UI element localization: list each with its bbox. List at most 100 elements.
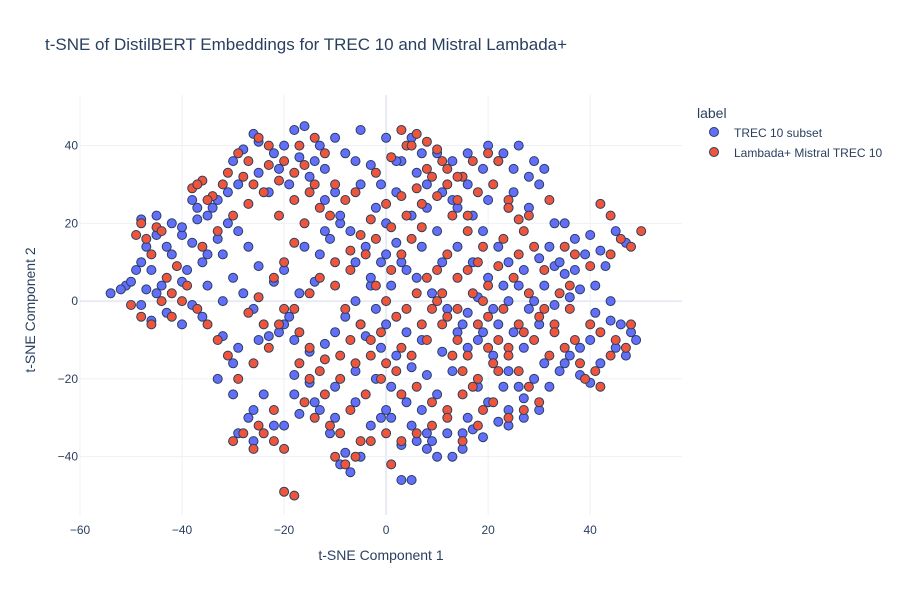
lambada-point — [406, 233, 417, 244]
lambada-point — [345, 335, 356, 345]
trec-point — [299, 241, 310, 252]
lambada-point — [304, 187, 315, 198]
trec-point — [197, 311, 208, 322]
trec-point — [197, 257, 208, 268]
trec-point — [207, 202, 218, 213]
trec-point — [523, 171, 534, 182]
trec-point — [437, 346, 448, 357]
lambada-point — [355, 319, 366, 330]
trec-point — [233, 226, 244, 237]
trec-point — [615, 319, 626, 330]
trec-point — [381, 132, 392, 143]
lambada-point — [437, 156, 448, 167]
lambada-point — [370, 233, 381, 244]
trec-point — [559, 358, 570, 369]
trec-point — [192, 214, 203, 225]
lambada-point — [330, 451, 341, 462]
lambada-point — [233, 373, 244, 384]
trec-point — [258, 389, 269, 400]
trec-point — [518, 342, 529, 353]
trec-point — [228, 358, 239, 369]
trec-point — [575, 284, 585, 295]
trec-point — [115, 284, 126, 295]
trec-point — [386, 412, 397, 423]
lambada-point — [472, 373, 483, 384]
trec-point — [493, 416, 504, 427]
lambada-point — [401, 303, 412, 314]
lambada-point — [335, 350, 346, 361]
lambada-point — [131, 230, 142, 240]
lambada-point — [564, 303, 575, 314]
trec-point — [253, 167, 264, 178]
trec-point — [294, 152, 305, 163]
trec-point — [187, 237, 198, 248]
trec-point — [177, 319, 187, 330]
lambada-point — [636, 226, 647, 237]
trec-point — [151, 288, 162, 299]
trec-point — [605, 296, 616, 307]
lambada-point — [396, 249, 407, 260]
trec-point — [299, 121, 310, 132]
lambada-point — [274, 319, 284, 330]
legend-item-lambada[interactable]: Lambada+ Mistral TREC 10 — [709, 146, 883, 160]
trec-point — [222, 187, 233, 198]
lambada-point — [396, 342, 407, 353]
lambada-point — [192, 179, 203, 190]
chart-title: t-SNE of DistilBERT Embeddings for TREC … — [45, 35, 567, 54]
trec-point — [248, 405, 259, 415]
lambada-point — [421, 163, 432, 174]
lambada-point — [212, 226, 223, 237]
lambada-point — [478, 405, 488, 415]
lambada-point — [325, 210, 335, 221]
trec-point — [370, 202, 381, 213]
x-tick-label: −20 — [274, 523, 295, 537]
lambada-point — [416, 222, 427, 233]
lambada-point — [345, 265, 356, 275]
legend-label-trec: TREC 10 subset — [734, 126, 823, 140]
lambada-point — [381, 198, 392, 209]
lambada-point — [605, 350, 616, 361]
lambada-point — [513, 319, 524, 330]
lambada-point — [467, 156, 478, 167]
trec-point — [386, 280, 397, 291]
lambada-point — [330, 179, 341, 190]
lambada-point — [396, 125, 407, 135]
trec-point — [294, 288, 305, 299]
lambada-point — [381, 428, 392, 439]
legend-marker-lambada — [709, 147, 719, 157]
lambada-point — [274, 210, 284, 221]
trec-point — [513, 140, 524, 151]
lambada-point — [503, 202, 514, 213]
lambada-point — [605, 210, 616, 221]
trec-point — [330, 412, 341, 423]
lambada-point — [452, 195, 463, 205]
legend-title: label — [697, 105, 727, 121]
lambada-point — [437, 288, 448, 299]
lambada-point — [396, 191, 407, 202]
trec-point — [427, 436, 437, 447]
trec-point — [442, 428, 453, 439]
lambada-point — [156, 296, 167, 307]
lambada-point — [309, 179, 320, 190]
lambada-point — [274, 175, 284, 186]
trec-point — [462, 412, 473, 423]
trec-point — [268, 148, 279, 159]
legend-item-trec[interactable]: TREC 10 subset — [709, 126, 823, 140]
trec-point — [289, 370, 300, 380]
lambada-point — [222, 167, 233, 178]
lambada-point — [182, 280, 193, 291]
lambada-point — [289, 195, 300, 205]
lambada-point — [299, 397, 310, 408]
trec-point — [263, 331, 274, 342]
trec-point — [549, 218, 560, 229]
lambada-point — [248, 443, 259, 454]
lambada-point — [411, 381, 422, 392]
lambada-point — [263, 140, 274, 151]
lambada-point — [564, 280, 575, 291]
trec-point — [432, 451, 443, 462]
lambada-point — [488, 179, 499, 190]
trec-point — [595, 245, 606, 256]
trec-point — [202, 210, 213, 221]
lambada-point — [238, 171, 249, 182]
trec-point — [559, 218, 570, 229]
